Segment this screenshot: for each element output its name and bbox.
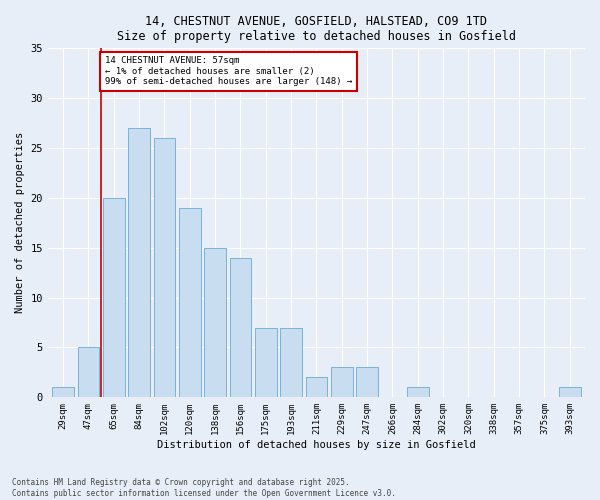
Bar xyxy=(52,388,74,398)
Bar xyxy=(255,328,277,398)
Bar xyxy=(77,348,99,398)
Bar xyxy=(230,258,251,398)
Bar xyxy=(305,378,327,398)
Bar xyxy=(128,128,150,398)
X-axis label: Distribution of detached houses by size in Gosfield: Distribution of detached houses by size … xyxy=(157,440,476,450)
Bar xyxy=(407,388,428,398)
Title: 14, CHESTNUT AVENUE, GOSFIELD, HALSTEAD, CO9 1TD
Size of property relative to de: 14, CHESTNUT AVENUE, GOSFIELD, HALSTEAD,… xyxy=(117,15,516,43)
Bar xyxy=(356,368,378,398)
Text: Contains HM Land Registry data © Crown copyright and database right 2025.
Contai: Contains HM Land Registry data © Crown c… xyxy=(12,478,396,498)
Bar xyxy=(559,388,581,398)
Bar xyxy=(154,138,175,398)
Bar xyxy=(280,328,302,398)
Bar xyxy=(103,198,125,398)
Bar xyxy=(179,208,200,398)
Bar xyxy=(205,248,226,398)
Bar xyxy=(331,368,353,398)
Text: 14 CHESTNUT AVENUE: 57sqm
← 1% of detached houses are smaller (2)
99% of semi-de: 14 CHESTNUT AVENUE: 57sqm ← 1% of detach… xyxy=(105,56,352,86)
Y-axis label: Number of detached properties: Number of detached properties xyxy=(15,132,25,314)
